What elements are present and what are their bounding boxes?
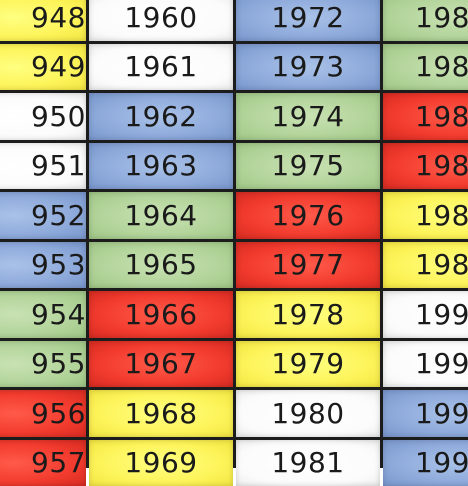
year-cell: 1961 [89,44,233,91]
year-label: 957 [31,446,86,479]
year-cell: 1991 [383,341,468,388]
year-cell: 954 [0,291,86,338]
year-cell: 951 [0,143,86,190]
year-cell: 950 [0,93,86,140]
year-label: 954 [31,298,86,331]
year-color-table: 948 1960 1972 1984 949 1961 1973 1985 950 1962 197… [0,0,468,468]
year-cell: 1960 [89,0,233,41]
year-label: 1979 [271,347,344,380]
year-cell: 1990 [383,291,468,338]
year-cell: 957 [0,440,86,486]
year-label: 1966 [124,298,197,331]
year-label: 955 [31,347,86,380]
year-label: 1968 [124,397,197,430]
year-cell: 1969 [89,440,233,486]
year-cell: 1979 [236,341,380,388]
year-label: 1986 [415,100,468,133]
year-cell: 948 [0,0,86,41]
year-label: 1978 [271,298,344,331]
year-cell: 1976 [236,192,380,239]
year-cell: 949 [0,44,86,91]
year-label: 1969 [124,446,197,479]
year-cell: 1988 [383,192,468,239]
year-label: 1980 [271,397,344,430]
year-cell: 1987 [383,143,468,190]
year-cell: 1967 [89,341,233,388]
year-label: 951 [31,149,86,182]
year-label: 948 [31,1,86,34]
year-cell: 1974 [236,93,380,140]
year-cell: 1962 [89,93,233,140]
year-label: 1974 [271,100,344,133]
year-label: 1967 [124,347,197,380]
year-label: 1965 [124,248,197,281]
year-cell: 1963 [89,143,233,190]
year-cell: 1978 [236,291,380,338]
year-cell: 956 [0,390,86,437]
year-cell: 1980 [236,390,380,437]
year-cell: 1981 [236,440,380,486]
year-label: 950 [31,100,86,133]
year-cell: 1964 [89,192,233,239]
year-label: 1975 [271,149,344,182]
year-label: 1985 [415,50,468,83]
year-label: 1976 [271,199,344,232]
year-label: 1990 [415,298,468,331]
year-cell: 1992 [383,390,468,437]
year-cell: 955 [0,341,86,388]
year-label: 1961 [124,50,197,83]
year-label: 1988 [415,199,468,232]
year-label: 1960 [124,1,197,34]
year-cell: 1977 [236,242,380,289]
year-label: 1963 [124,149,197,182]
year-cell: 1985 [383,44,468,91]
year-label: 1964 [124,199,197,232]
year-cell: 1993 [383,440,468,486]
year-cell: 1975 [236,143,380,190]
year-cell: 952 [0,192,86,239]
year-label: 1981 [271,446,344,479]
year-cell: 1973 [236,44,380,91]
year-label: 1972 [271,1,344,34]
year-label: 1984 [415,1,468,34]
year-label: 1992 [415,397,468,430]
year-cell: 1972 [236,0,380,41]
year-label: 952 [31,199,86,232]
year-label: 949 [31,50,86,83]
year-label: 953 [31,248,86,281]
year-label: 1993 [415,446,468,479]
year-label: 1973 [271,50,344,83]
year-label: 1987 [415,149,468,182]
year-label: 956 [31,397,86,430]
year-cell: 1965 [89,242,233,289]
year-cell: 1984 [383,0,468,41]
year-cell: 1966 [89,291,233,338]
year-label: 1962 [124,100,197,133]
year-label: 1977 [271,248,344,281]
year-cell: 1986 [383,93,468,140]
year-label: 1991 [415,347,468,380]
year-cell: 953 [0,242,86,289]
year-cell: 1968 [89,390,233,437]
